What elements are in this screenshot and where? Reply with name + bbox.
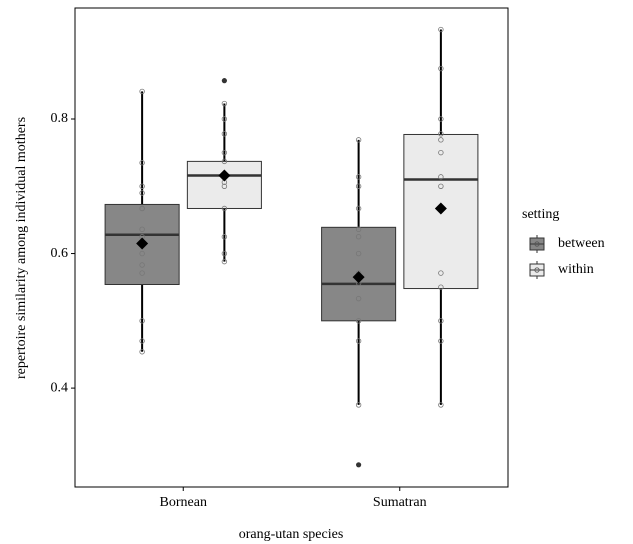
data-point [438, 116, 444, 122]
data-point [438, 284, 444, 290]
data-point [221, 149, 228, 156]
data-point [438, 270, 444, 276]
data-point [438, 131, 444, 137]
data-point [221, 234, 228, 240]
data-point [221, 258, 228, 265]
outlier [221, 78, 227, 84]
data-point [139, 349, 145, 355]
data-point [139, 270, 145, 276]
data-point [221, 183, 228, 189]
x-axis-label: orang-utan species [239, 527, 344, 542]
data-point [355, 250, 362, 257]
legend-label: between [558, 236, 605, 251]
data-point [221, 158, 228, 165]
data-point [221, 100, 228, 107]
data-point [139, 88, 145, 95]
data-point [355, 226, 362, 233]
data-point [355, 234, 362, 240]
data-point [139, 226, 145, 233]
data-point [438, 318, 444, 324]
outlier [356, 462, 362, 468]
data-point [139, 250, 145, 257]
mean [136, 237, 149, 250]
data-point [355, 205, 362, 212]
data-point [139, 183, 145, 189]
data-point [139, 205, 145, 212]
data-point [438, 174, 444, 180]
data-point [221, 131, 228, 137]
data-point [355, 402, 362, 408]
y-tick-label: 0.6 [51, 246, 69, 261]
data-point [438, 402, 444, 408]
data-point [438, 149, 444, 156]
data-point [139, 262, 145, 268]
y-tick-label: 0.8 [51, 111, 69, 126]
x-tick-label: Bornean [160, 495, 207, 510]
y-axis-label: repertoire similarity among individual m… [14, 117, 29, 379]
mean [352, 271, 365, 284]
legend-point [534, 241, 540, 247]
data-point [438, 137, 444, 143]
data-point [139, 318, 145, 324]
mean [434, 202, 447, 215]
data-point [438, 338, 444, 344]
data-point [355, 338, 362, 344]
data-point [139, 190, 145, 196]
data-point [355, 137, 362, 143]
legend-title: setting [522, 207, 559, 222]
data-point [438, 65, 444, 72]
y-tick-label: 0.4 [51, 380, 69, 395]
data-point [438, 26, 444, 33]
x-tick-label: Sumatran [373, 495, 427, 510]
mean [218, 169, 231, 182]
data-point [139, 160, 145, 166]
data-point [355, 318, 362, 324]
data-point [355, 174, 362, 180]
data-point [438, 183, 444, 189]
data-point [355, 183, 362, 189]
data-point [221, 116, 228, 122]
data-point [355, 295, 362, 302]
data-point [221, 250, 228, 257]
legend-point [534, 267, 540, 273]
data-point [221, 205, 228, 212]
legend-label: within [558, 262, 594, 277]
data-point [139, 338, 145, 344]
